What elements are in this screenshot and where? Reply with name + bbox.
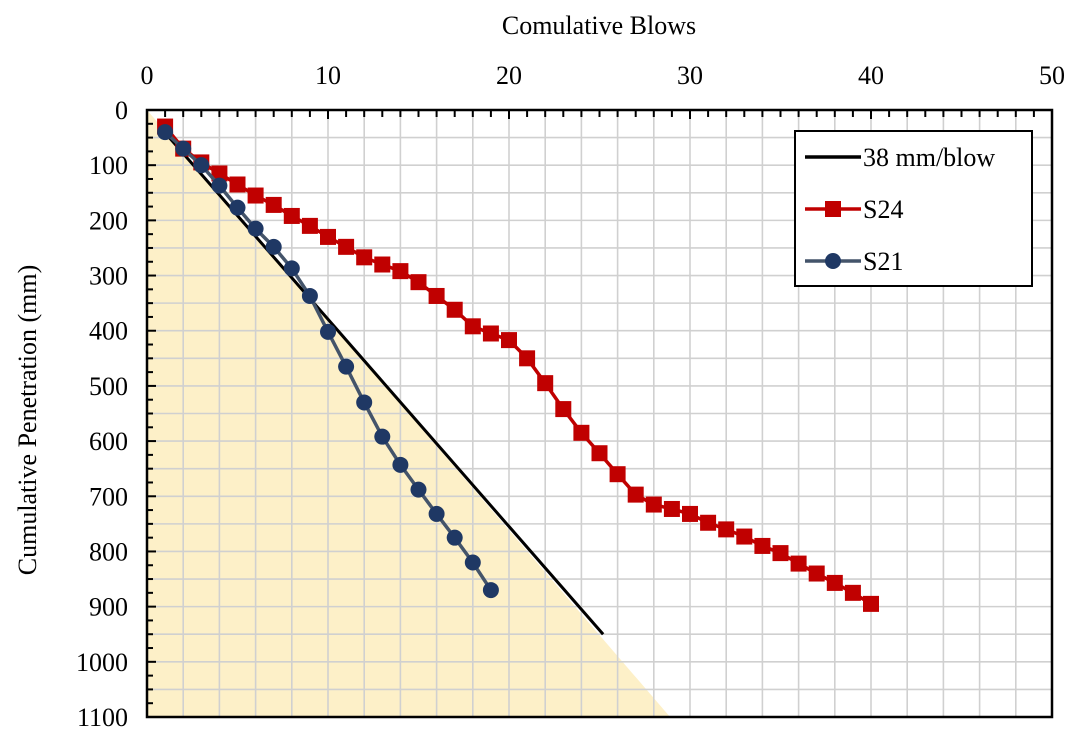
- y-tick-label: 400: [89, 317, 128, 346]
- data-point: [211, 165, 228, 182]
- data-point: [410, 481, 427, 498]
- data-point: [338, 238, 355, 255]
- data-point: [609, 466, 626, 483]
- data-point: [211, 177, 228, 194]
- data-point: [320, 323, 336, 340]
- data-point: [754, 537, 771, 554]
- data-point: [283, 260, 300, 277]
- data-point: [863, 595, 879, 612]
- data-point: [356, 249, 373, 266]
- data-point: [537, 375, 554, 392]
- data-point: [573, 424, 590, 441]
- data-point: [464, 554, 481, 571]
- data-point: [247, 187, 264, 204]
- y-tick-label: 100: [89, 151, 128, 180]
- x-tick-label: 50: [1039, 61, 1065, 90]
- data-point: [392, 456, 409, 473]
- data-point: [283, 207, 300, 224]
- data-point: [482, 325, 499, 342]
- data-point: [247, 220, 264, 237]
- data-point: [663, 500, 680, 517]
- data-point: [428, 505, 445, 522]
- data-point: [718, 521, 735, 538]
- data-point: [700, 514, 717, 531]
- y-tick-label: 200: [89, 206, 128, 235]
- data-point: [410, 274, 427, 291]
- legend-item: 38 mm/blow: [805, 143, 995, 172]
- data-point: [446, 529, 463, 546]
- data-point: [790, 555, 807, 572]
- data-point: [645, 496, 662, 513]
- legend-item: S21: [805, 247, 903, 276]
- data-point: [265, 196, 282, 213]
- data-point: [157, 124, 174, 141]
- x-tick-label: 0: [141, 61, 154, 90]
- x-tick-label: 30: [677, 61, 703, 90]
- data-point: [682, 505, 698, 522]
- x-tick-label: 10: [315, 61, 341, 90]
- x-tick-label: 20: [496, 61, 522, 90]
- data-point: [320, 228, 336, 245]
- data-point: [844, 584, 861, 601]
- y-tick-label: 1000: [76, 648, 128, 677]
- data-point: [808, 565, 825, 582]
- y-tick-label: 600: [89, 427, 128, 456]
- series-s21: [157, 124, 499, 599]
- legend-label: 38 mm/blow: [863, 143, 995, 172]
- plot-area: 0 10 20 30 40 5001002003004005006007008009001…: [76, 61, 1065, 731]
- y-tick-label: 700: [89, 482, 128, 511]
- data-point: [519, 350, 536, 367]
- y-tick-label: 300: [89, 262, 128, 291]
- data-point: [826, 574, 843, 591]
- data-point: [428, 287, 445, 304]
- data-point: [301, 287, 318, 304]
- y-tick-label: 800: [89, 537, 128, 566]
- data-point: [555, 401, 572, 418]
- data-point: [392, 263, 409, 280]
- data-point: [229, 176, 246, 193]
- data-point: [501, 332, 517, 349]
- legend-item: S24: [805, 195, 903, 224]
- y-tick-label: 900: [89, 593, 128, 622]
- data-point: [482, 582, 499, 599]
- data-point: [374, 428, 391, 445]
- x-axis-title: Comulative Blows: [502, 11, 696, 40]
- data-point: [772, 545, 789, 562]
- data-point: [374, 256, 391, 273]
- y-tick-label: 0: [115, 96, 128, 125]
- data-point: [446, 301, 463, 318]
- data-point: [464, 318, 481, 335]
- series-line: [163, 125, 872, 606]
- data-point: [591, 445, 608, 462]
- y-tick-label: 500: [89, 372, 128, 401]
- y-tick-label: 1100: [77, 703, 128, 731]
- data-point: [627, 486, 644, 503]
- legend-label: S24: [863, 195, 903, 224]
- data-point: [175, 140, 192, 157]
- data-point: [265, 238, 282, 255]
- plot-frame: [145, 108, 1054, 719]
- data-point: [193, 157, 210, 174]
- legend-swatch-marker: [825, 253, 841, 269]
- data-point: [301, 217, 318, 234]
- x-tick-label: 40: [858, 61, 884, 90]
- legend-label: S21: [863, 247, 903, 276]
- data-point: [736, 528, 753, 545]
- data-point: [356, 394, 373, 411]
- legend: 38 mm/blow S24 S21: [794, 130, 1033, 287]
- legend-swatch-marker: [825, 201, 841, 217]
- y-axis-title: Cumulative Penetration (mm): [13, 265, 42, 576]
- data-point: [229, 199, 246, 216]
- data-point: [338, 358, 355, 375]
